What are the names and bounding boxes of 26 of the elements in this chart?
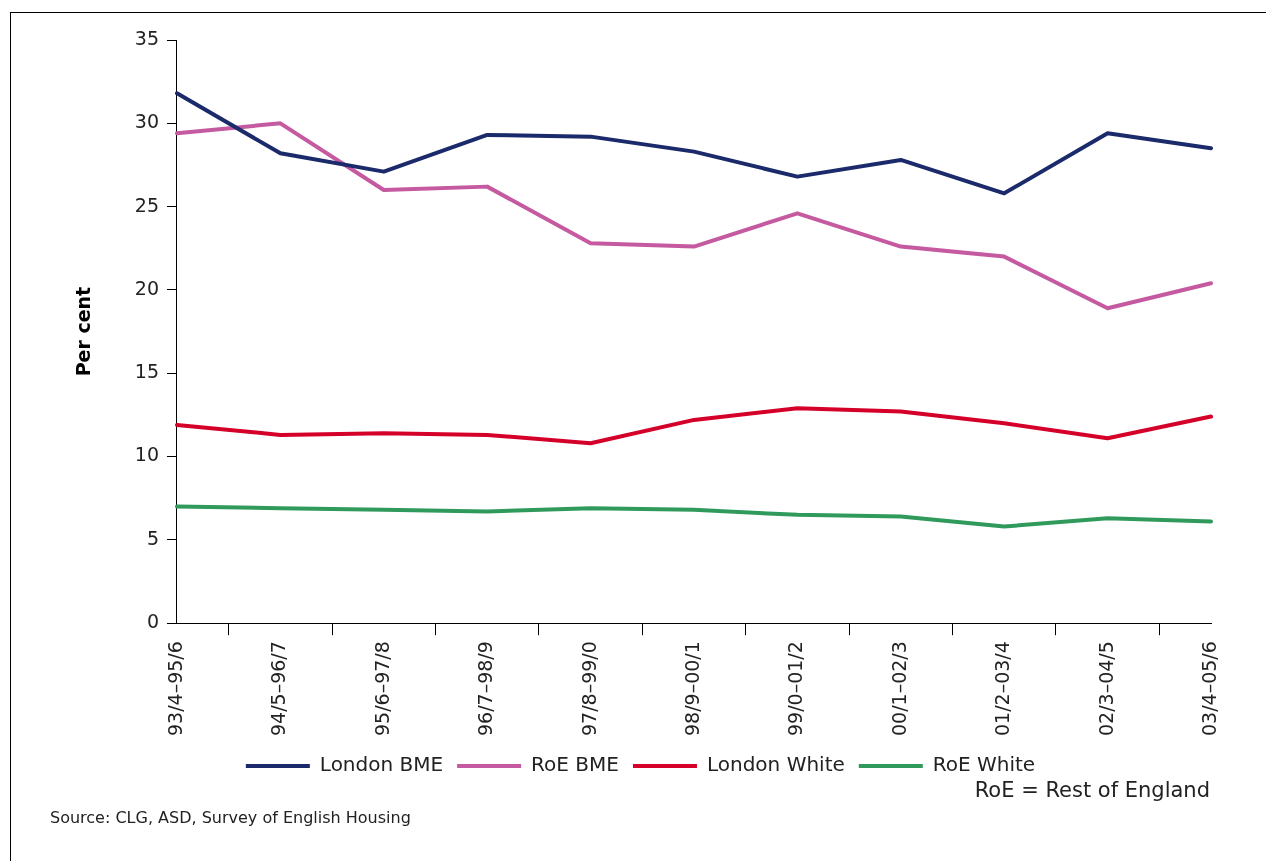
legend-label: London BME (319, 752, 444, 777)
y-tick-label: 25 (134, 193, 159, 216)
y-tick-label: 30 (134, 110, 159, 133)
x-tick-label: 95/6–97/8 (370, 641, 393, 737)
legend-label: RoE White (932, 752, 1036, 777)
text: RoE = Rest of England (974, 778, 1210, 802)
y-axis-title: Per cent (72, 286, 95, 377)
y-tick-label: 5 (146, 526, 159, 549)
y-tick-label: 15 (134, 360, 159, 383)
y-tick-label: 35 (134, 26, 159, 49)
x-tick-label: 03/4–05/6 (1197, 641, 1220, 737)
legend-label: RoE BME (531, 752, 619, 777)
x-tick-label: 99/0–01/2 (784, 641, 807, 737)
y-tick-label: 10 (134, 443, 159, 466)
x-tick-label: 94/5–96/7 (267, 641, 290, 737)
y-tick-label: 20 (134, 276, 159, 299)
y-tick-label: 0 (146, 610, 159, 633)
x-tick-label: 98/9–00/1 (680, 641, 703, 737)
x-tick-label: 93/4–95/6 (163, 641, 186, 737)
x-tick-label: 97/8–99/0 (577, 641, 600, 737)
x-tick-label: 01/2–03/4 (991, 641, 1014, 737)
source-note: Source: CLG, ASD, Survey of English Housing (50, 808, 411, 827)
legend-label: London White (706, 752, 845, 777)
x-tick-label: 02/3–04/5 (1094, 641, 1117, 737)
x-tick-label: 00/1–02/3 (887, 641, 910, 737)
x-tick-label: 96/7–98/9 (474, 641, 497, 737)
